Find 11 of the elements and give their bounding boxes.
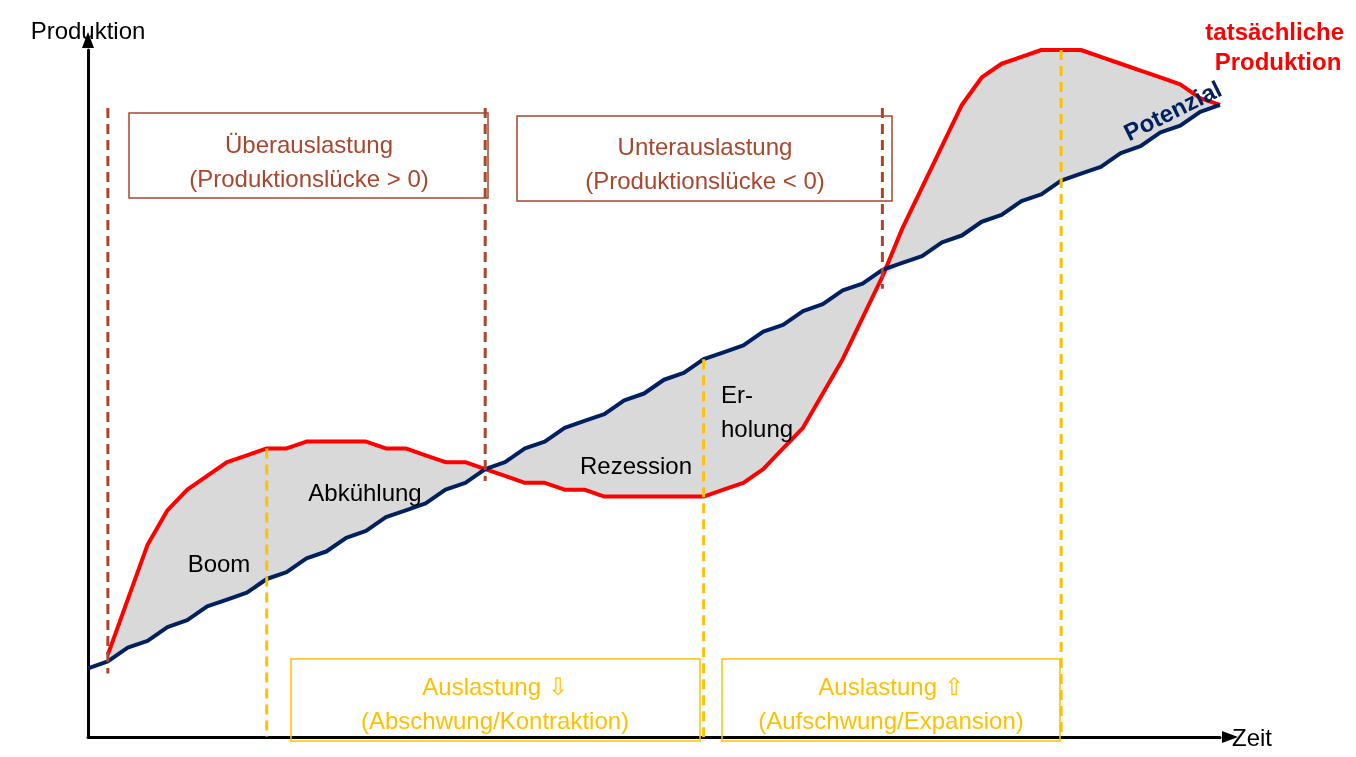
annotation: Überauslastung (Produktionslücke > 0) xyxy=(189,130,429,192)
annotation: Auslastung ⇩ (Abschwung/Kontraktion) xyxy=(360,672,630,734)
annotation: Abkühlung xyxy=(308,478,422,506)
series-label: tatsächliche Produktion xyxy=(1205,17,1351,75)
annotation: Unterauslastung (Produktionslücke < 0) xyxy=(585,132,825,194)
annotation: Rezession xyxy=(579,451,693,479)
y-axis-title: Produktion xyxy=(30,16,146,44)
annotation: Auslastung ⇧ (Aufschwung/Expansion) xyxy=(758,672,1024,734)
x-axis-title: Zeit xyxy=(1232,723,1273,751)
annotation: Er- holung xyxy=(721,380,794,442)
annotation: Boom xyxy=(187,549,251,577)
